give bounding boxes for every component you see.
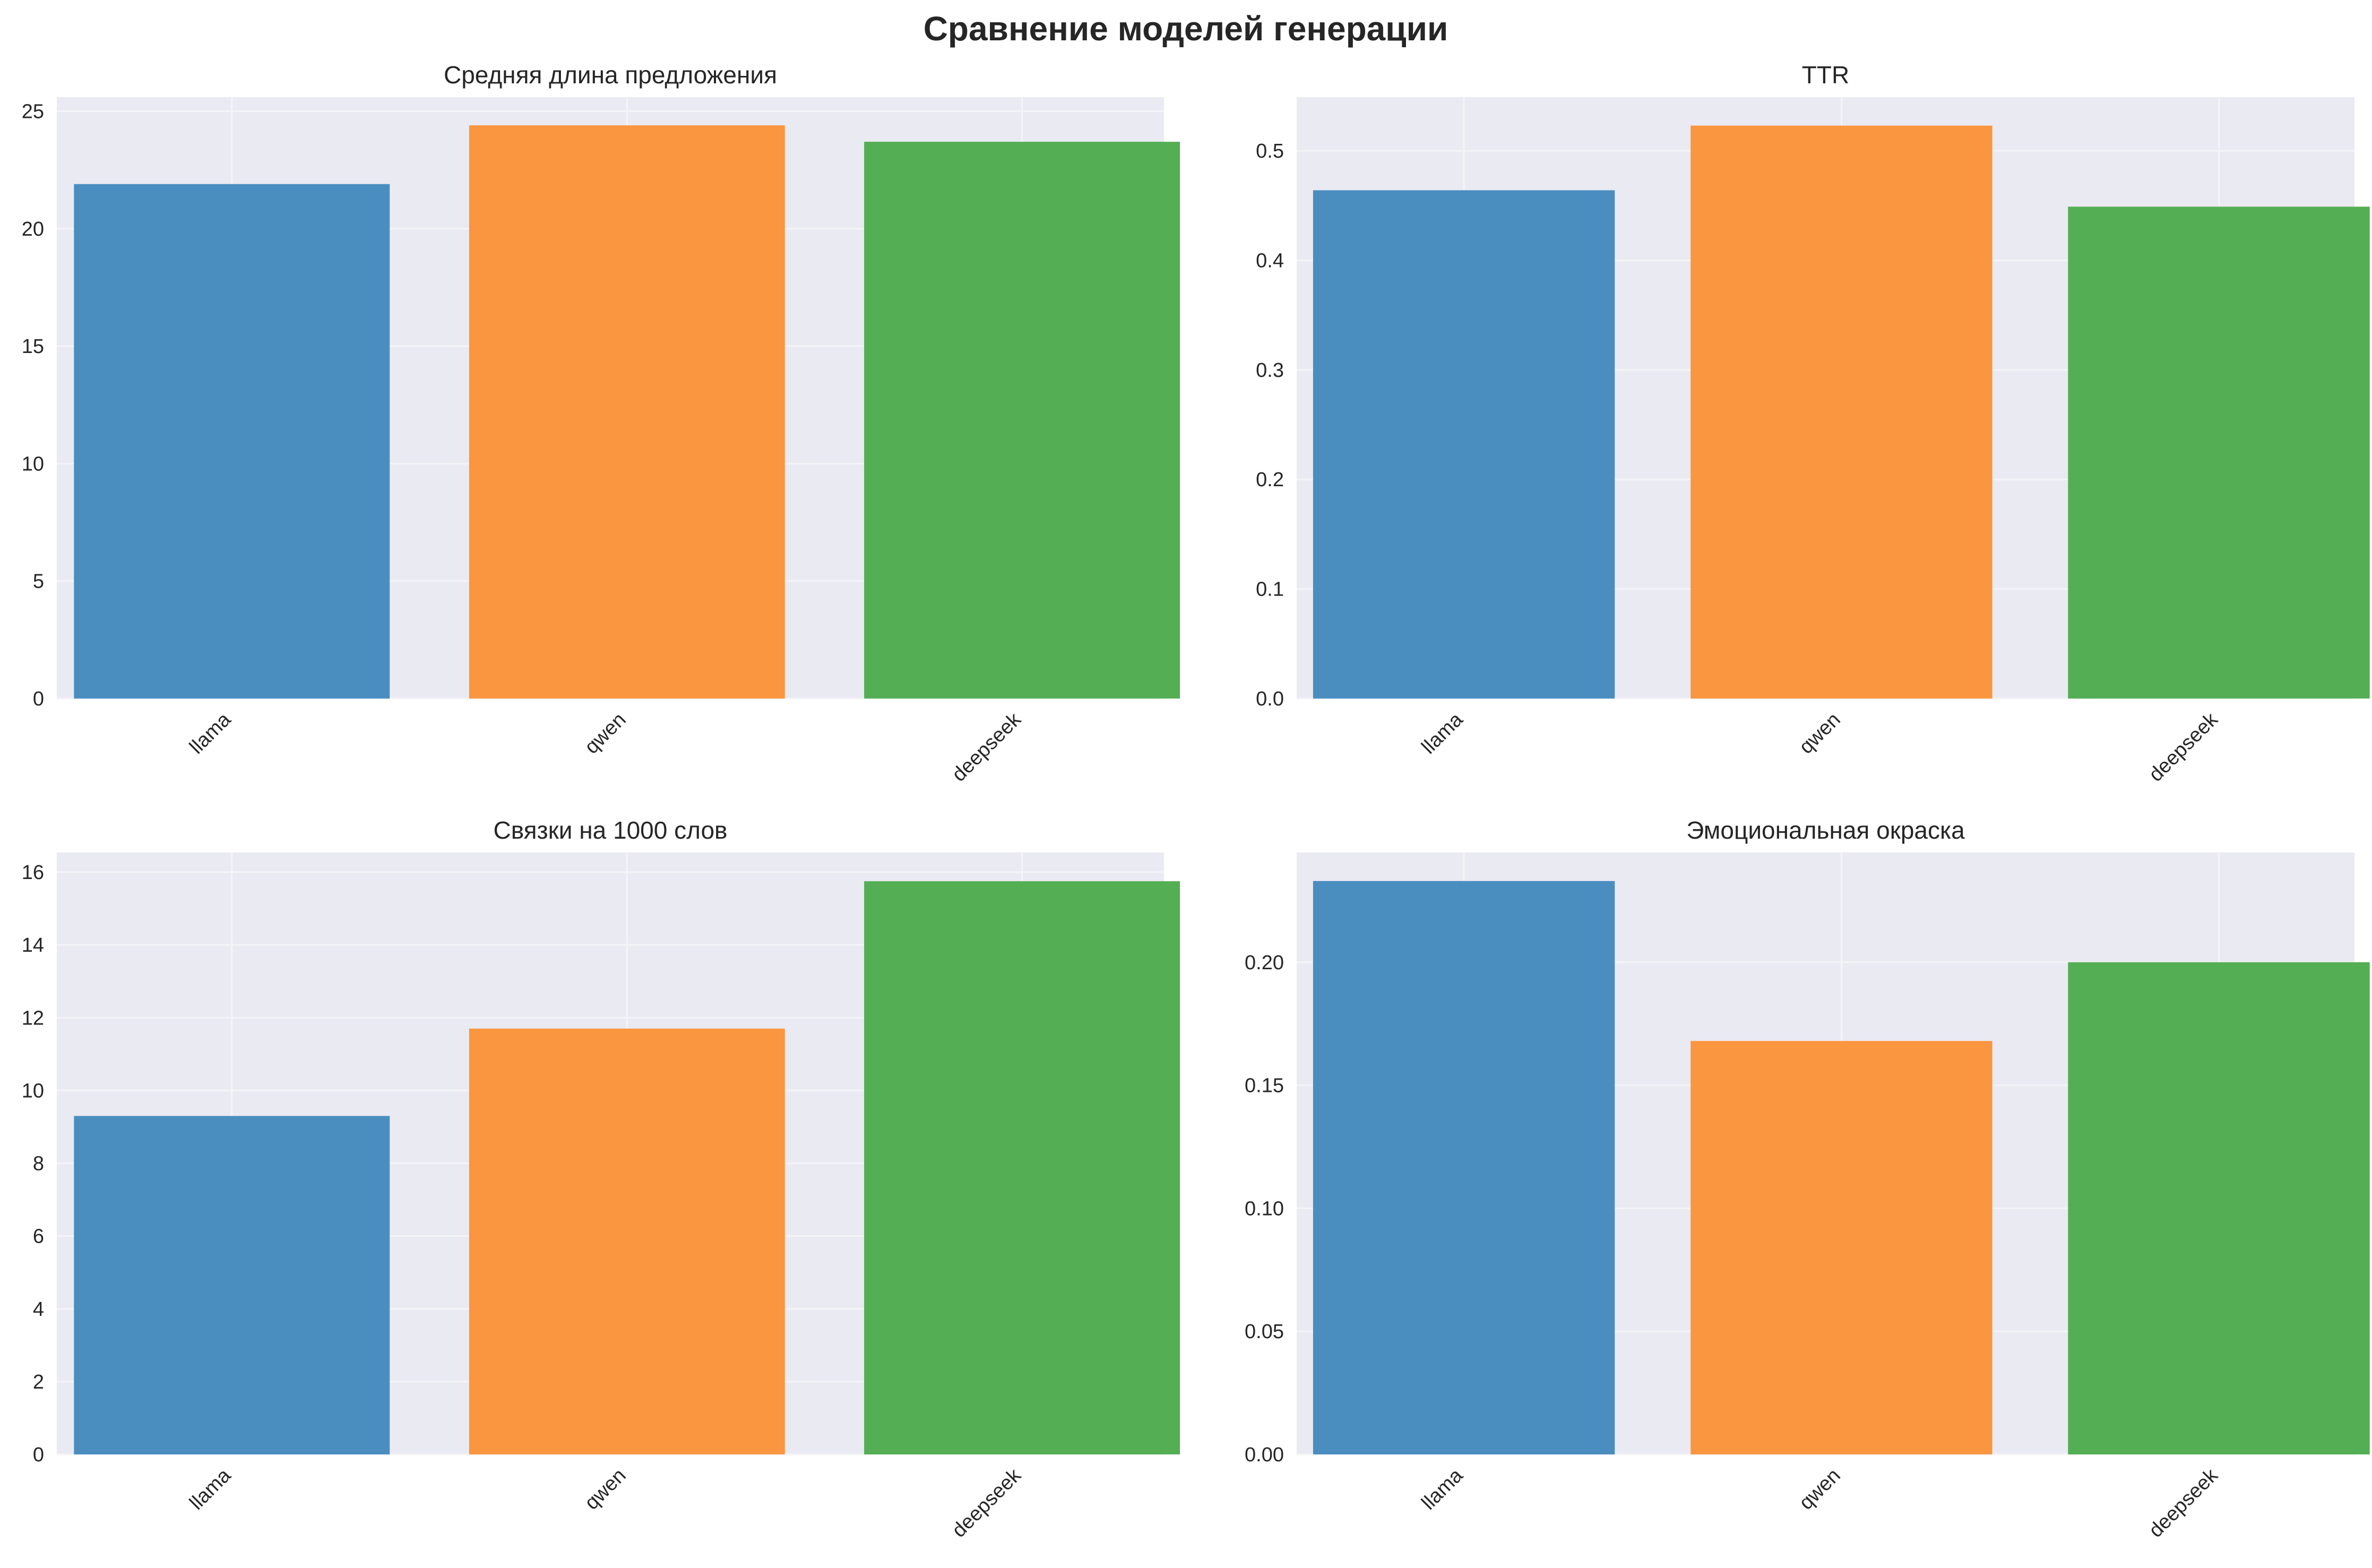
bar-llama: [1313, 190, 1615, 699]
chart-title: TTR: [1802, 61, 1849, 89]
y-tick-label: 0.20: [1245, 952, 1284, 974]
chart-title: Эмоциональная окраска: [1686, 816, 1965, 844]
chart-title: Связки на 1000 слов: [494, 816, 728, 844]
y-tick-label: 0.00: [1245, 1444, 1284, 1466]
bar-qwen: [1690, 1041, 1993, 1454]
y-tick-label: 6: [33, 1226, 44, 1248]
y-tick-label: 0.4: [1256, 249, 1284, 272]
y-tick-label: 25: [22, 101, 44, 123]
bar-deepseek: [864, 881, 1180, 1454]
y-tick-label: 2: [33, 1371, 44, 1393]
bar-qwen: [469, 125, 785, 699]
bar-deepseek: [2068, 962, 2370, 1454]
y-tick-label: 10: [22, 453, 44, 475]
y-tick-label: 4: [33, 1298, 44, 1321]
bar-qwen: [1690, 125, 1993, 699]
bar-qwen: [469, 1028, 785, 1454]
y-tick-label: 0.5: [1256, 140, 1284, 162]
y-tick-label: 0.3: [1256, 359, 1284, 382]
y-tick-label: 0.2: [1256, 469, 1284, 491]
y-tick-label: 5: [33, 571, 44, 593]
y-tick-label: 20: [22, 218, 44, 240]
y-tick-label: 0: [33, 688, 44, 710]
y-tick-label: 0.05: [1245, 1321, 1284, 1343]
y-tick-label: 16: [22, 861, 44, 884]
chart-title: Средняя длина предложения: [444, 61, 777, 89]
y-tick-label: 12: [22, 1007, 44, 1029]
y-tick-label: 15: [22, 335, 44, 358]
y-tick-label: 10: [22, 1080, 44, 1102]
bar-llama: [74, 1116, 390, 1454]
y-tick-label: 0.0: [1256, 688, 1284, 710]
y-tick-label: 14: [22, 934, 44, 957]
bar-deepseek: [864, 142, 1180, 699]
y-tick-label: 0: [33, 1444, 44, 1466]
bar-deepseek: [2068, 206, 2370, 699]
y-tick-label: 0.1: [1256, 579, 1284, 601]
y-tick-label: 0.10: [1245, 1197, 1284, 1220]
y-tick-label: 0.15: [1245, 1075, 1284, 1097]
y-tick-label: 8: [33, 1153, 44, 1175]
bar-llama: [74, 184, 390, 699]
bar-llama: [1313, 881, 1615, 1454]
figure-title: Сравнение моделей генерации: [924, 10, 1448, 48]
